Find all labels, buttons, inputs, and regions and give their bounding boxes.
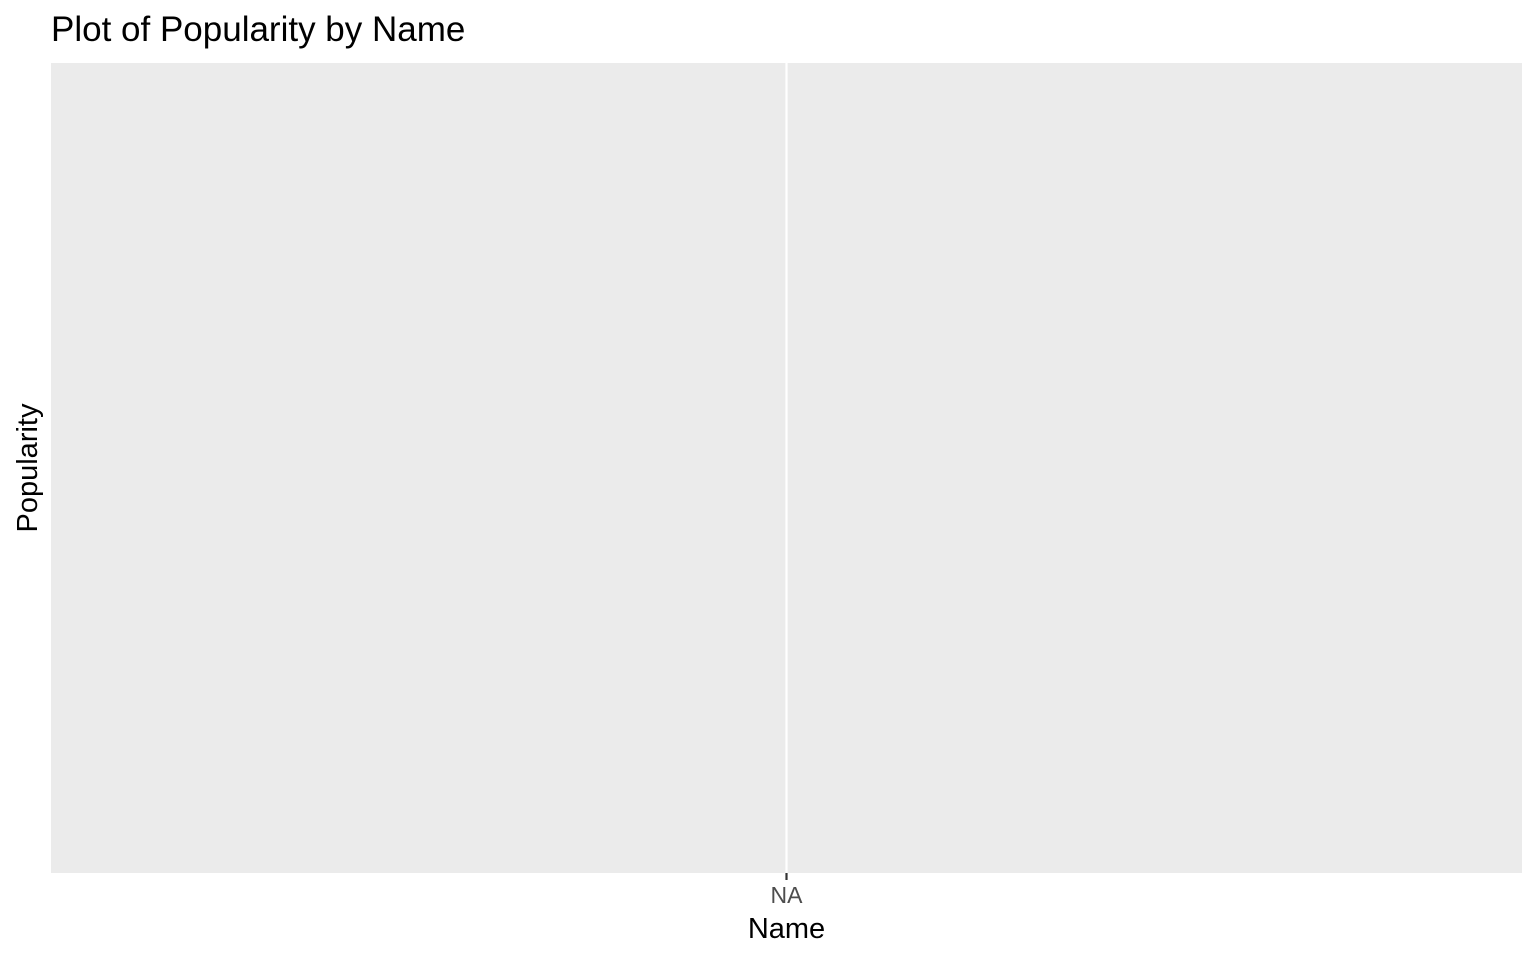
y-axis-title: Popularity — [12, 403, 44, 532]
x-axis-title: Name — [748, 913, 825, 945]
chart-title: Plot of Popularity by Name — [51, 10, 465, 49]
x-axis-tick-labels: NA — [771, 882, 804, 908]
x-tick-label: NA — [771, 882, 804, 908]
